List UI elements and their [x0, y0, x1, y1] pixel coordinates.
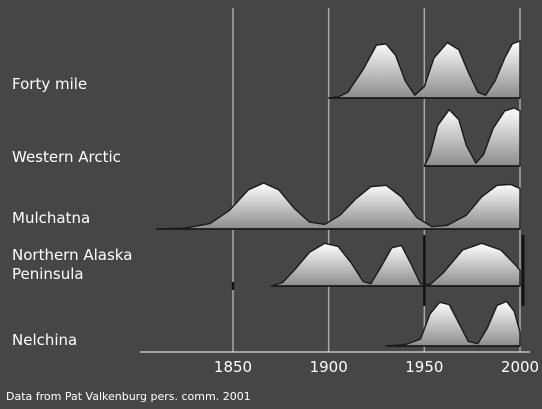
- x-tick-1900: 1900: [310, 358, 348, 376]
- data-source-caption: Data from Pat Valkenburg pers. comm. 200…: [6, 390, 251, 403]
- area-mulchatna: [155, 182, 521, 230]
- herd-labels: Forty mile Western Arctic Mulchatna Norther…: [12, 75, 132, 349]
- area-western-arctic: [423, 107, 521, 167]
- area-forty-mile: [328, 40, 521, 99]
- herd-label-western-arctic: Western Arctic: [12, 148, 121, 166]
- herd-label-mulchatna: Mulchatna: [12, 209, 90, 227]
- x-tick-1950: 1950: [405, 358, 443, 376]
- x-tick-labels: 1850 1900 1950 2000: [214, 358, 539, 376]
- herd-label-nelchina: Nelchina: [12, 331, 77, 349]
- period-markers: [231, 235, 525, 306]
- herd-bands: [155, 40, 521, 347]
- area-nelchina: [385, 300, 521, 347]
- area-northern-alaska-peninsula: [270, 242, 521, 287]
- herd-label-forty-mile: Forty mile: [12, 75, 87, 93]
- x-tick-2000: 2000: [501, 358, 539, 376]
- x-tick-1850: 1850: [214, 358, 252, 376]
- herd-label-northern-alaska-peninsula: Northern Alaska Peninsula: [12, 246, 132, 283]
